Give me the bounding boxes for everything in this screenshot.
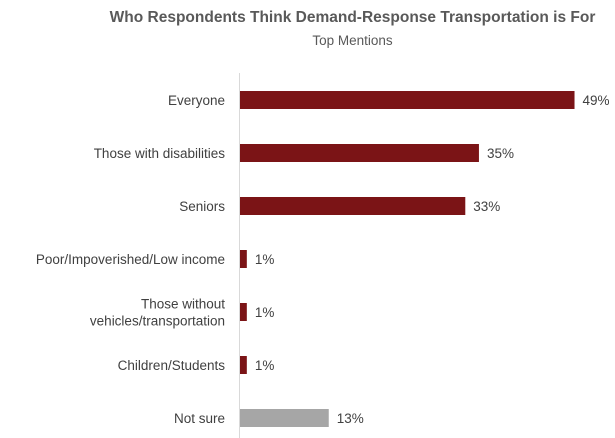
value-label: 35% xyxy=(487,146,514,161)
category-label: Everyone xyxy=(168,93,225,108)
value-label: 13% xyxy=(337,411,364,426)
bar xyxy=(240,409,329,427)
value-label: 1% xyxy=(255,252,275,267)
category-label: Not sure xyxy=(174,411,225,426)
category-label: Those without xyxy=(141,297,225,312)
bars-layer: 49% Everyone 35% Those with disabilities 33%… xyxy=(36,91,610,427)
bar xyxy=(240,250,247,268)
value-label: 1% xyxy=(255,305,275,320)
bar xyxy=(240,144,479,162)
bar xyxy=(240,356,247,374)
category-label: Those with disabilities xyxy=(94,146,226,161)
category-label: Seniors xyxy=(179,199,225,214)
category-label: Children/Students xyxy=(118,358,226,373)
category-label: vehicles/transportation xyxy=(90,314,225,329)
value-label: 49% xyxy=(583,93,610,108)
value-label: 33% xyxy=(473,199,500,214)
value-label: 1% xyxy=(255,358,275,373)
bar xyxy=(240,91,575,109)
chart-title: Who Respondents Think Demand-Response Tr… xyxy=(109,9,596,26)
bar xyxy=(240,197,466,215)
chart-subtitle: Top Mentions xyxy=(312,33,393,48)
bar xyxy=(240,303,247,321)
category-label: Poor/Impoverished/Low income xyxy=(36,252,225,267)
